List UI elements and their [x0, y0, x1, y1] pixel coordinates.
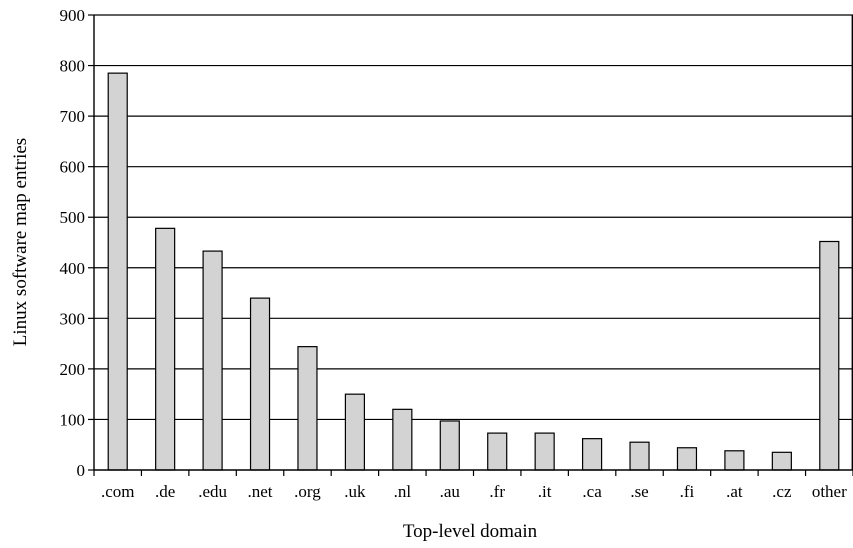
y-tick-label: 500	[60, 208, 86, 227]
bar-ca	[581, 438, 603, 471]
x-tick-label: .au	[440, 482, 461, 501]
y-tick-label: 800	[60, 57, 86, 76]
x-tick-label: .fr	[489, 482, 505, 501]
x-tick-label: .de	[155, 482, 175, 501]
x-tick-label: .edu	[198, 482, 227, 501]
y-tick-label: 200	[60, 360, 86, 379]
x-tick-label: .ca	[582, 482, 602, 501]
bar-uk	[344, 393, 366, 471]
x-tick-label: .cz	[772, 482, 792, 501]
bar-edu	[202, 250, 223, 471]
bar-com	[107, 72, 128, 471]
x-axis-title: Top-level domain	[403, 521, 538, 542]
x-tick-label: other	[812, 482, 847, 501]
y-tick-label: 0	[77, 461, 86, 480]
axes	[88, 14, 853, 476]
y-tick-label: 300	[60, 309, 86, 328]
x-tick-label: .at	[726, 482, 743, 501]
x-tick-label: .se	[630, 482, 648, 501]
bar-it	[534, 432, 555, 471]
y-tick-label: 900	[60, 6, 86, 25]
labels: 0 100 200 300 400 500 600 700 800 900 .com .de .edu.…	[60, 6, 848, 501]
y-tick-label: 400	[60, 259, 86, 278]
bar-org	[297, 346, 318, 471]
x-tick-label: .com	[101, 482, 135, 501]
bar-nl	[392, 408, 413, 471]
x-tick-label: .net	[248, 482, 273, 501]
y-tick-label: 700	[60, 107, 86, 126]
x-tick-label: .nl	[394, 482, 412, 501]
bars	[107, 72, 840, 471]
bar-fi	[676, 447, 698, 471]
y-tick-label: 100	[60, 410, 86, 429]
x-tick-label: .fi	[680, 482, 695, 501]
bar-other	[819, 240, 840, 471]
y-axis-title: Linux software map entries	[10, 138, 31, 346]
bar-at	[724, 450, 745, 471]
bar-net	[249, 297, 271, 471]
bar-se	[629, 441, 650, 471]
x-tick-label: .it	[538, 482, 552, 501]
x-tick-label: .org	[294, 482, 321, 501]
bar-au	[439, 420, 460, 471]
y-tick-label: 600	[60, 158, 86, 177]
x-tick-label: .uk	[344, 482, 366, 501]
bar-de	[155, 227, 176, 471]
bar-cz	[771, 451, 792, 471]
bar-fr	[487, 432, 508, 471]
